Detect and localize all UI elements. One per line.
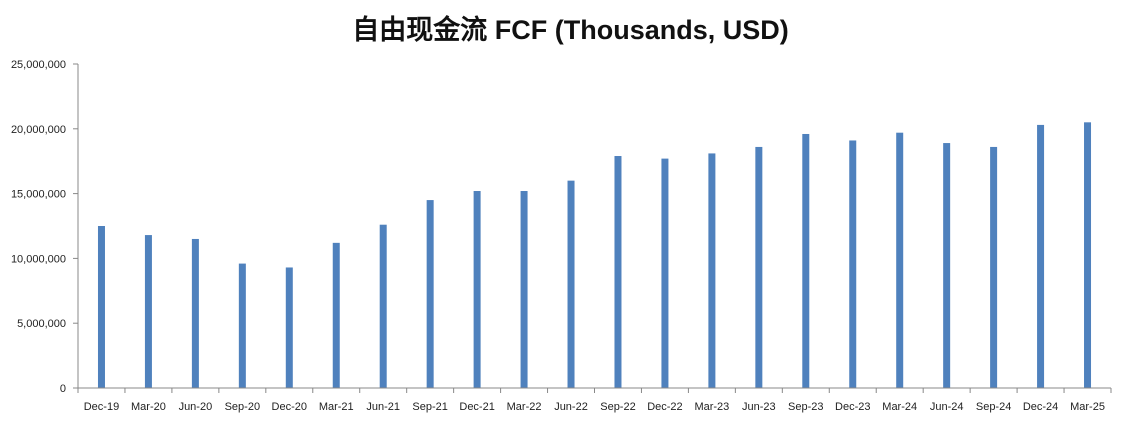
bar	[332, 242, 340, 388]
x-tick-label: Dec-24	[1023, 401, 1058, 413]
x-tick-label: Jun-24	[930, 401, 964, 413]
x-tick-label: Mar-25	[1070, 401, 1105, 413]
bar	[614, 156, 622, 388]
bar	[191, 238, 199, 388]
bar	[755, 146, 763, 388]
x-tick-label: Jun-22	[554, 401, 588, 413]
bar	[238, 263, 246, 388]
bar	[708, 153, 716, 388]
bar	[943, 143, 951, 388]
x-tick-label: Sep-22	[600, 401, 635, 413]
bar	[802, 133, 810, 388]
x-tick-label: Jun-20	[179, 401, 213, 413]
x-tick-label: Dec-23	[835, 401, 870, 413]
x-tick-label: Jun-23	[742, 401, 776, 413]
y-tick-label: 15,000,000	[11, 189, 66, 201]
bar	[379, 224, 387, 388]
bar	[849, 140, 857, 388]
x-tick-label: Mar-21	[319, 401, 354, 413]
x-tick-label: Dec-20	[272, 401, 307, 413]
x-tick-label: Mar-24	[882, 401, 917, 413]
bar	[1037, 124, 1045, 389]
bar	[144, 235, 152, 388]
x-tick-label: Sep-23	[788, 401, 823, 413]
x-tick-label: Mar-20	[131, 401, 166, 413]
bar	[567, 180, 575, 388]
bar	[661, 158, 669, 388]
x-tick-label: Dec-19	[84, 401, 119, 413]
y-tick-label: 5,000,000	[17, 318, 66, 330]
x-tick-label: Mar-22	[507, 401, 542, 413]
y-axis: 0 5,000,000 10,000,000 15,000,000 20,000,000…	[11, 59, 79, 395]
y-tick-label: 20,000,000	[11, 124, 66, 136]
x-tick-label: Mar-23	[694, 401, 729, 413]
y-tick-label: 25,000,000	[11, 59, 66, 71]
bar	[97, 226, 105, 388]
bar	[1084, 122, 1092, 388]
bar	[896, 132, 904, 388]
x-tick-label: Dec-22	[647, 401, 682, 413]
bar	[426, 200, 434, 388]
bar	[473, 191, 481, 388]
x-tick-label: Sep-24	[976, 401, 1011, 413]
bar	[990, 146, 998, 388]
y-tick-label: 0	[60, 383, 66, 395]
x-tick-label: Sep-20	[225, 401, 260, 413]
bar	[520, 191, 528, 388]
y-tick-label: 10,000,000	[11, 253, 66, 265]
bars	[97, 122, 1092, 389]
chart-title: 自由现金流 FCF (Thousands, USD)	[352, 15, 789, 45]
x-tick-label: Dec-21	[459, 401, 494, 413]
x-tick-label: Sep-21	[412, 401, 447, 413]
bar	[285, 267, 293, 388]
x-tick-label: Jun-21	[366, 401, 400, 413]
x-axis: Dec-19 Mar-20 Jun-20 Sep-20 Dec-20 Mar-21 Jun-…	[77, 387, 1112, 413]
